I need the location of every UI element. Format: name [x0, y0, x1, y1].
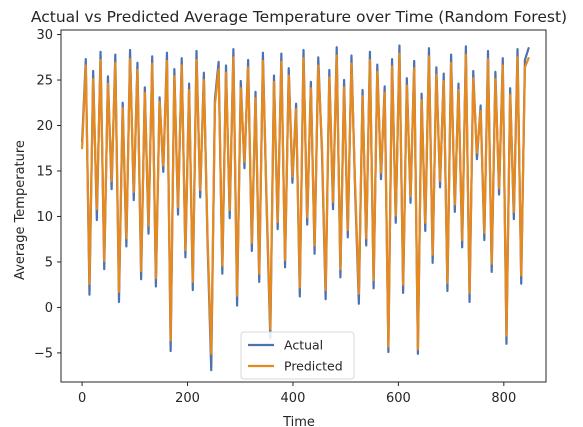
y-tick-label: 10	[36, 210, 53, 225]
legend-label-predicted: Predicted	[284, 359, 343, 374]
y-axis-label: Average Temperature	[13, 140, 28, 280]
chart-title: Actual vs Predicted Average Temperature …	[31, 8, 567, 26]
x-axis-ticks: 0 200 400 600 800	[78, 382, 516, 406]
y-tick-label: 25	[36, 74, 53, 89]
series-layer	[80, 44, 530, 372]
x-axis-label: Time	[282, 415, 315, 427]
y-tick-label: 5	[45, 255, 53, 270]
series-line-predicted	[80, 52, 530, 355]
y-tick-label: 0	[45, 301, 53, 316]
plot-area-frame	[60, 29, 547, 383]
y-tick-label: 15	[36, 164, 53, 179]
y-axis-ticks: −5 0 5 10 15 20 25 30	[34, 28, 61, 361]
x-tick-label: 400	[281, 391, 306, 406]
y-tick-label: 30	[36, 28, 53, 43]
legend-box	[240, 331, 355, 380]
legend: Actual Predicted	[240, 331, 355, 380]
x-tick-label: 0	[78, 391, 86, 406]
x-tick-label: 200	[175, 391, 200, 406]
legend-label-actual: Actual	[284, 338, 323, 353]
x-tick-label: 800	[491, 391, 516, 406]
y-tick-label: 20	[36, 119, 53, 134]
y-tick-label: −5	[34, 346, 53, 361]
x-tick-label: 600	[386, 391, 411, 406]
